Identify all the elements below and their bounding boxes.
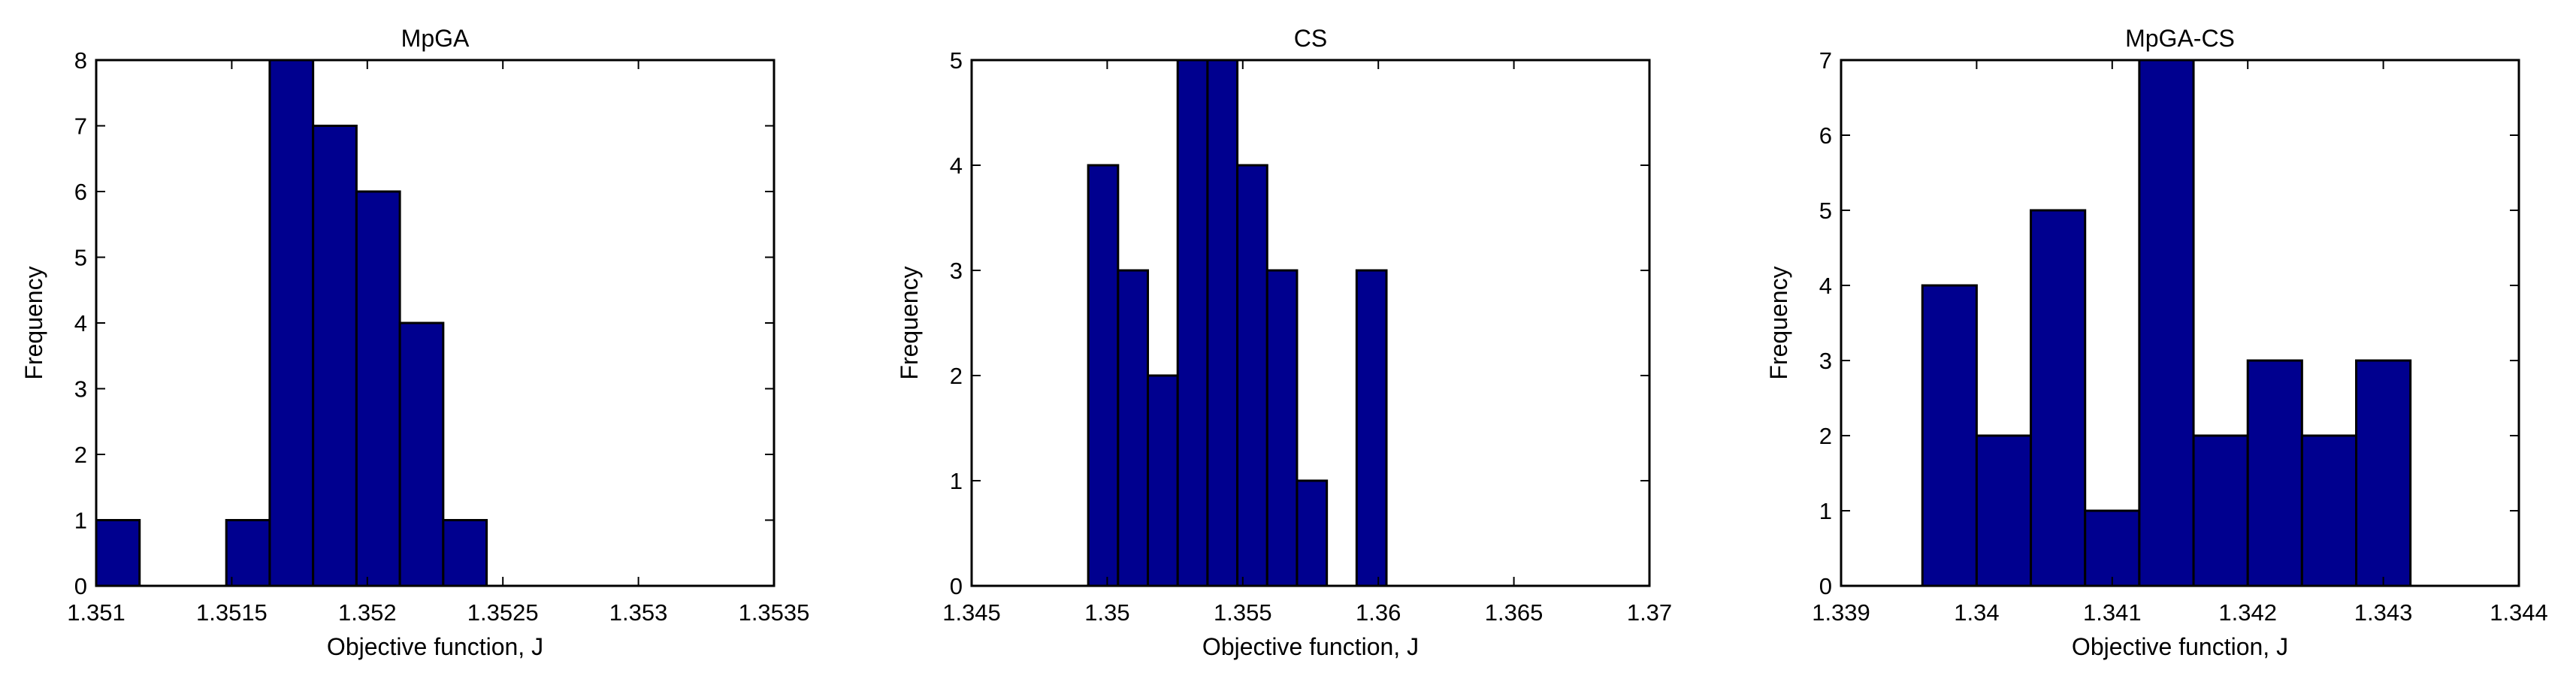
y-tick-label: 6 (74, 179, 87, 205)
axes-frame (1840, 59, 2520, 587)
x-axis-label: Objective function, J (1202, 633, 1419, 660)
y-tick-label: 4 (74, 310, 87, 336)
histogram-bar (225, 519, 271, 587)
histogram-bar (268, 59, 315, 587)
x-tick-label: 1.355 (1214, 599, 1272, 626)
y-tick-label: 1 (1819, 498, 1832, 524)
x-tick-label: 1.3515 (196, 599, 268, 626)
y-tick-label: 1 (950, 468, 963, 494)
y-tick-label: 0 (74, 573, 87, 599)
histogram-bar (312, 125, 358, 587)
histogram-panel-2: 1.345 1.35 1.355 1.36 1.365 1.37 0 1 2 3 4 5 CS Objec… (896, 25, 1672, 660)
y-tick-label: 4 (1819, 273, 1832, 299)
y-tick-label: 2 (1819, 423, 1832, 449)
histogram-bar (1921, 284, 1978, 587)
y-tick-label: 3 (1819, 348, 1832, 374)
x-tick-label: 1.36 (1356, 599, 1401, 626)
histogram-bar (398, 321, 445, 587)
y-axis-label: Frequency (896, 266, 923, 379)
y-tick-label: 5 (74, 245, 87, 271)
histogram-bar (2355, 359, 2412, 587)
y-tick-label: 1 (74, 508, 87, 534)
y-tick-label: 7 (1819, 47, 1832, 74)
y-tick-label: 7 (74, 113, 87, 140)
chart-title: CS (1294, 25, 1327, 52)
x-tick-label: 1.3525 (467, 599, 539, 626)
x-axis-label: Objective function, J (2072, 633, 2288, 660)
x-tick-label: 1.353 (609, 599, 668, 626)
chart-title: MpGA-CS (2125, 25, 2235, 52)
y-tick-label: 4 (950, 152, 963, 179)
histogram-bar (2138, 59, 2195, 587)
x-tick-label: 1.344 (2490, 599, 2548, 626)
chart-title: MpGA (401, 25, 470, 52)
y-tick-label: 0 (950, 573, 963, 599)
x-tick-label: 1.352 (338, 599, 397, 626)
histogram-bar (1206, 59, 1239, 587)
histogram-bar (1176, 59, 1209, 587)
histogram-panel-1: 1.351 1.3515 1.352 1.3525 1.353 1.3535 0 1 2 3 4 5 6… (20, 25, 809, 660)
x-tick-label: 1.365 (1485, 599, 1543, 626)
histogram-bar (1147, 374, 1179, 587)
y-tick-label: 3 (74, 376, 87, 403)
histogram-bar (1087, 164, 1120, 587)
histogram-bar (1236, 164, 1268, 587)
x-tick-label: 1.3535 (739, 599, 810, 626)
histogram-bar (1265, 269, 1299, 587)
histogram-bar (2246, 359, 2303, 587)
x-tick-label: 1.34 (1954, 599, 1999, 626)
histogram-bar (2300, 434, 2358, 587)
x-tick-label: 1.35 (1084, 599, 1129, 626)
histogram-bar (1117, 269, 1150, 587)
histogram-bar (2030, 209, 2087, 587)
histogram-bar (95, 519, 141, 587)
x-tick-label: 1.37 (1627, 599, 1672, 626)
x-tick-label: 1.351 (67, 599, 125, 626)
y-tick-label: 0 (1819, 573, 1832, 599)
y-tick-label: 2 (950, 363, 963, 389)
histogram-bar (1975, 434, 2033, 587)
histogram-bar (1296, 479, 1329, 587)
histogram-bar (1355, 269, 1388, 587)
x-tick-label: 1.343 (2354, 599, 2413, 626)
histogram-bar (2192, 434, 2249, 587)
x-tick-label: 1.342 (2218, 599, 2277, 626)
y-tick-label: 5 (950, 47, 963, 74)
y-tick-label: 3 (950, 258, 963, 284)
y-axis-label: Frequency (1765, 266, 1792, 379)
y-tick-label: 2 (74, 442, 87, 468)
x-tick-label: 1.339 (1812, 599, 1870, 626)
histogram-bar (2084, 509, 2141, 587)
x-tick-label: 1.345 (942, 599, 1001, 626)
y-tick-label: 6 (1819, 122, 1832, 149)
x-tick-label: 1.341 (2083, 599, 2142, 626)
y-axis-label: Frequency (20, 266, 47, 379)
axes-frame (970, 59, 1651, 587)
histogram-panel-3: 1.339 1.34 1.341 1.342 1.343 1.344 0 1 2 3 4 5 6 7 MpG… (1765, 25, 2548, 660)
histogram-bar (442, 519, 488, 587)
y-tick-label: 5 (1819, 198, 1832, 224)
y-tick-label: 8 (74, 47, 87, 74)
histogram-bar (355, 190, 401, 587)
x-axis-label: Objective function, J (327, 633, 543, 660)
